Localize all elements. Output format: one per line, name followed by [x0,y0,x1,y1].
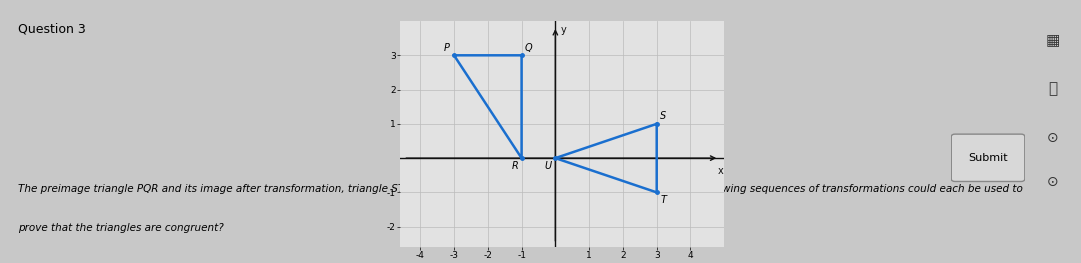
Text: Q: Q [524,43,532,53]
Text: P: P [444,43,450,53]
Text: T: T [660,195,666,205]
Text: R: R [512,161,519,171]
Text: S: S [660,111,666,121]
Text: ▦: ▦ [1045,33,1060,48]
Text: ⊙: ⊙ [1047,130,1058,145]
Text: prove that the triangles are congruent?: prove that the triangles are congruent? [17,224,224,234]
Text: Submit: Submit [969,153,1007,163]
Text: x: x [718,166,723,176]
Text: ⊙: ⊙ [1047,175,1058,189]
Text: U: U [545,161,552,171]
Text: y: y [560,25,566,35]
Text: The preimage triangle PQR and its image after transformation, triangle STU, are : The preimage triangle PQR and its image … [17,184,1023,194]
Text: Question 3: Question 3 [17,23,85,36]
Text: 𝓁: 𝓁 [1049,82,1057,97]
FancyBboxPatch shape [951,134,1025,181]
